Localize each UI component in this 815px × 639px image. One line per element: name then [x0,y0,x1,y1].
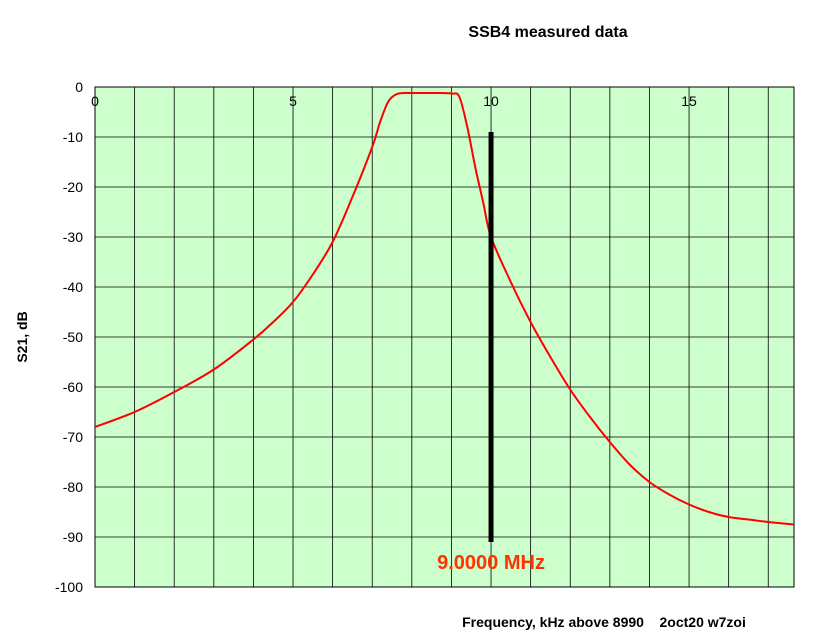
x-axis-label: Frequency, kHz above 8990 2oct20 w7zoi [462,614,746,630]
x-axis-ticks: 0 5 10 15 [91,93,697,109]
y-tick-label: -20 [63,179,83,195]
annotation: 9.0000 MHz [437,552,545,574]
x-tick-label: 5 [289,93,297,109]
y-tick-label: -40 [63,279,83,295]
y-tick-label: -50 [63,329,83,345]
plot-border [94,86,795,588]
y-tick-label: -100 [55,579,83,595]
x-tick-label: 10 [483,93,499,109]
y-tick-label: -10 [63,129,83,145]
x-tick-label: 0 [91,93,99,109]
y-axis-label: S21, dB [14,311,30,362]
y-tick-label: -60 [63,379,83,395]
y-tick-label: -30 [63,229,83,245]
y-tick-label: -70 [63,429,83,445]
x-tick-label: 15 [681,93,697,109]
y-tick-label: -80 [63,479,83,495]
y-tick-label: 0 [75,79,83,95]
series-line [94,91,795,526]
chart-title: SSB4 measured data [468,24,627,41]
y-tick-label: -90 [63,529,83,545]
y-axis-ticks: 0 -10 -20 -30 -40 -50 -60 -70 -80 -90 -100 [55,79,83,595]
